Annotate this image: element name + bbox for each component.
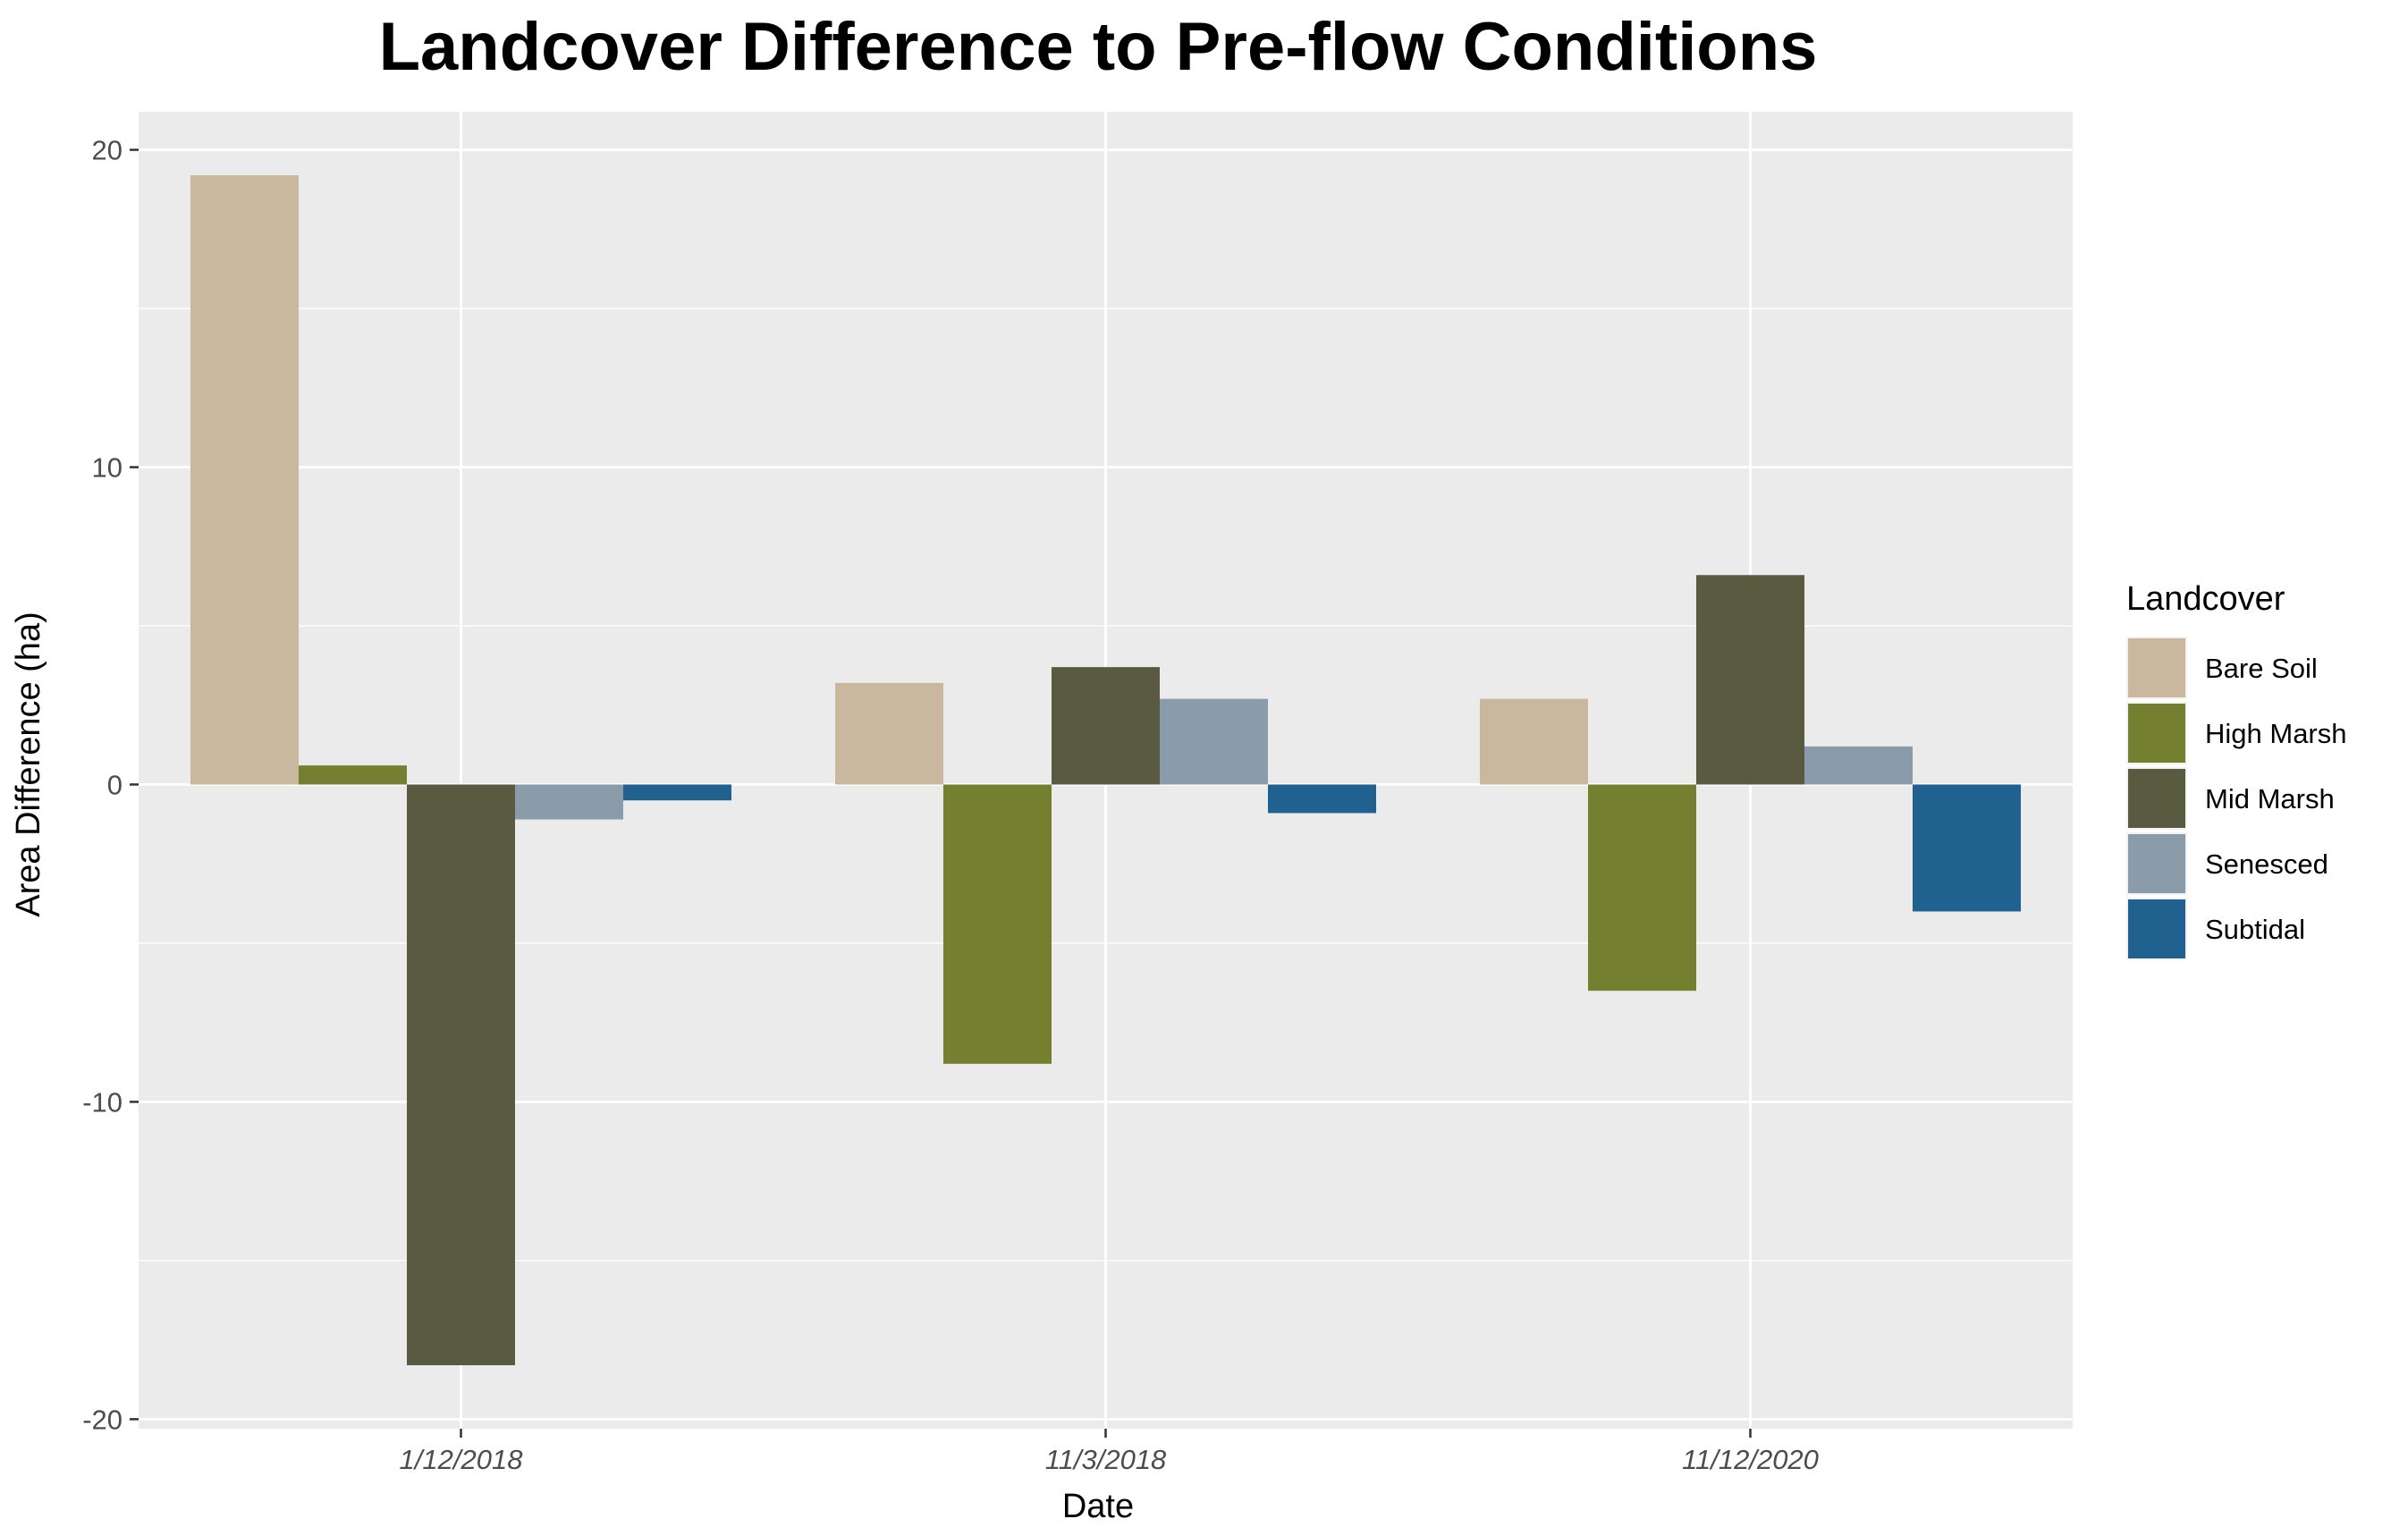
bar-bare-soil	[835, 682, 943, 785]
legend-swatch-bare-soil	[2128, 638, 2185, 697]
y-tick-label: 20	[92, 135, 123, 166]
legend-label-mid-marsh: Mid Marsh	[2205, 783, 2335, 814]
bar-bare-soil	[190, 174, 299, 785]
bar-subtidal	[1268, 784, 1376, 814]
bar-mid-marsh	[407, 784, 515, 1366]
bar-subtidal	[623, 784, 731, 801]
legend-label-bare-soil: Bare Soil	[2205, 653, 2318, 684]
y-tick-label: 10	[92, 452, 123, 484]
bar-mid-marsh	[1052, 667, 1160, 785]
y-tick-label: -10	[82, 1086, 123, 1118]
y-axis-title: Area Difference (ha)	[10, 612, 47, 916]
legend-swatch-high-marsh	[2128, 704, 2185, 763]
x-tick-label: 11/3/2018	[1045, 1444, 1167, 1475]
bar-subtidal	[1913, 784, 2021, 912]
bar-high-marsh	[299, 765, 407, 785]
x-tick-label: 11/12/2020	[1682, 1444, 1819, 1475]
legend-label-senesced: Senesced	[2205, 848, 2328, 880]
x-axis-title: Date	[1062, 1488, 1134, 1525]
y-tick-label: 0	[107, 769, 123, 800]
chart-title: Landcover Difference to Pre-flow Conditi…	[379, 9, 1818, 85]
axes: -20 -10 0 10 20 1/12/2018 11/3/2018 11/12/2020	[82, 135, 1819, 1475]
bar-high-marsh	[943, 784, 1052, 1064]
bar-senesced	[515, 784, 623, 820]
bar-bare-soil	[1480, 698, 1588, 785]
y-tick-label: -20	[82, 1404, 123, 1435]
bar-mid-marsh	[1696, 575, 1804, 785]
legend-swatch-subtidal	[2128, 899, 2185, 958]
bar-high-marsh	[1588, 784, 1696, 992]
legend-label-high-marsh: High Marsh	[2205, 718, 2347, 749]
bar-senesced	[1160, 698, 1268, 785]
legend-title: Landcover	[2126, 580, 2285, 618]
legend-swatch-mid-marsh	[2128, 769, 2185, 828]
legend-swatch-senesced	[2128, 834, 2185, 893]
bar-senesced	[1804, 746, 1913, 785]
x-tick-label: 1/12/2018	[400, 1444, 524, 1475]
legend: Landcover Bare Soil High Marsh Mid Marsh Se…	[2126, 580, 2347, 960]
legend-label-subtidal: Subtidal	[2205, 914, 2305, 945]
bars	[190, 174, 2021, 1366]
